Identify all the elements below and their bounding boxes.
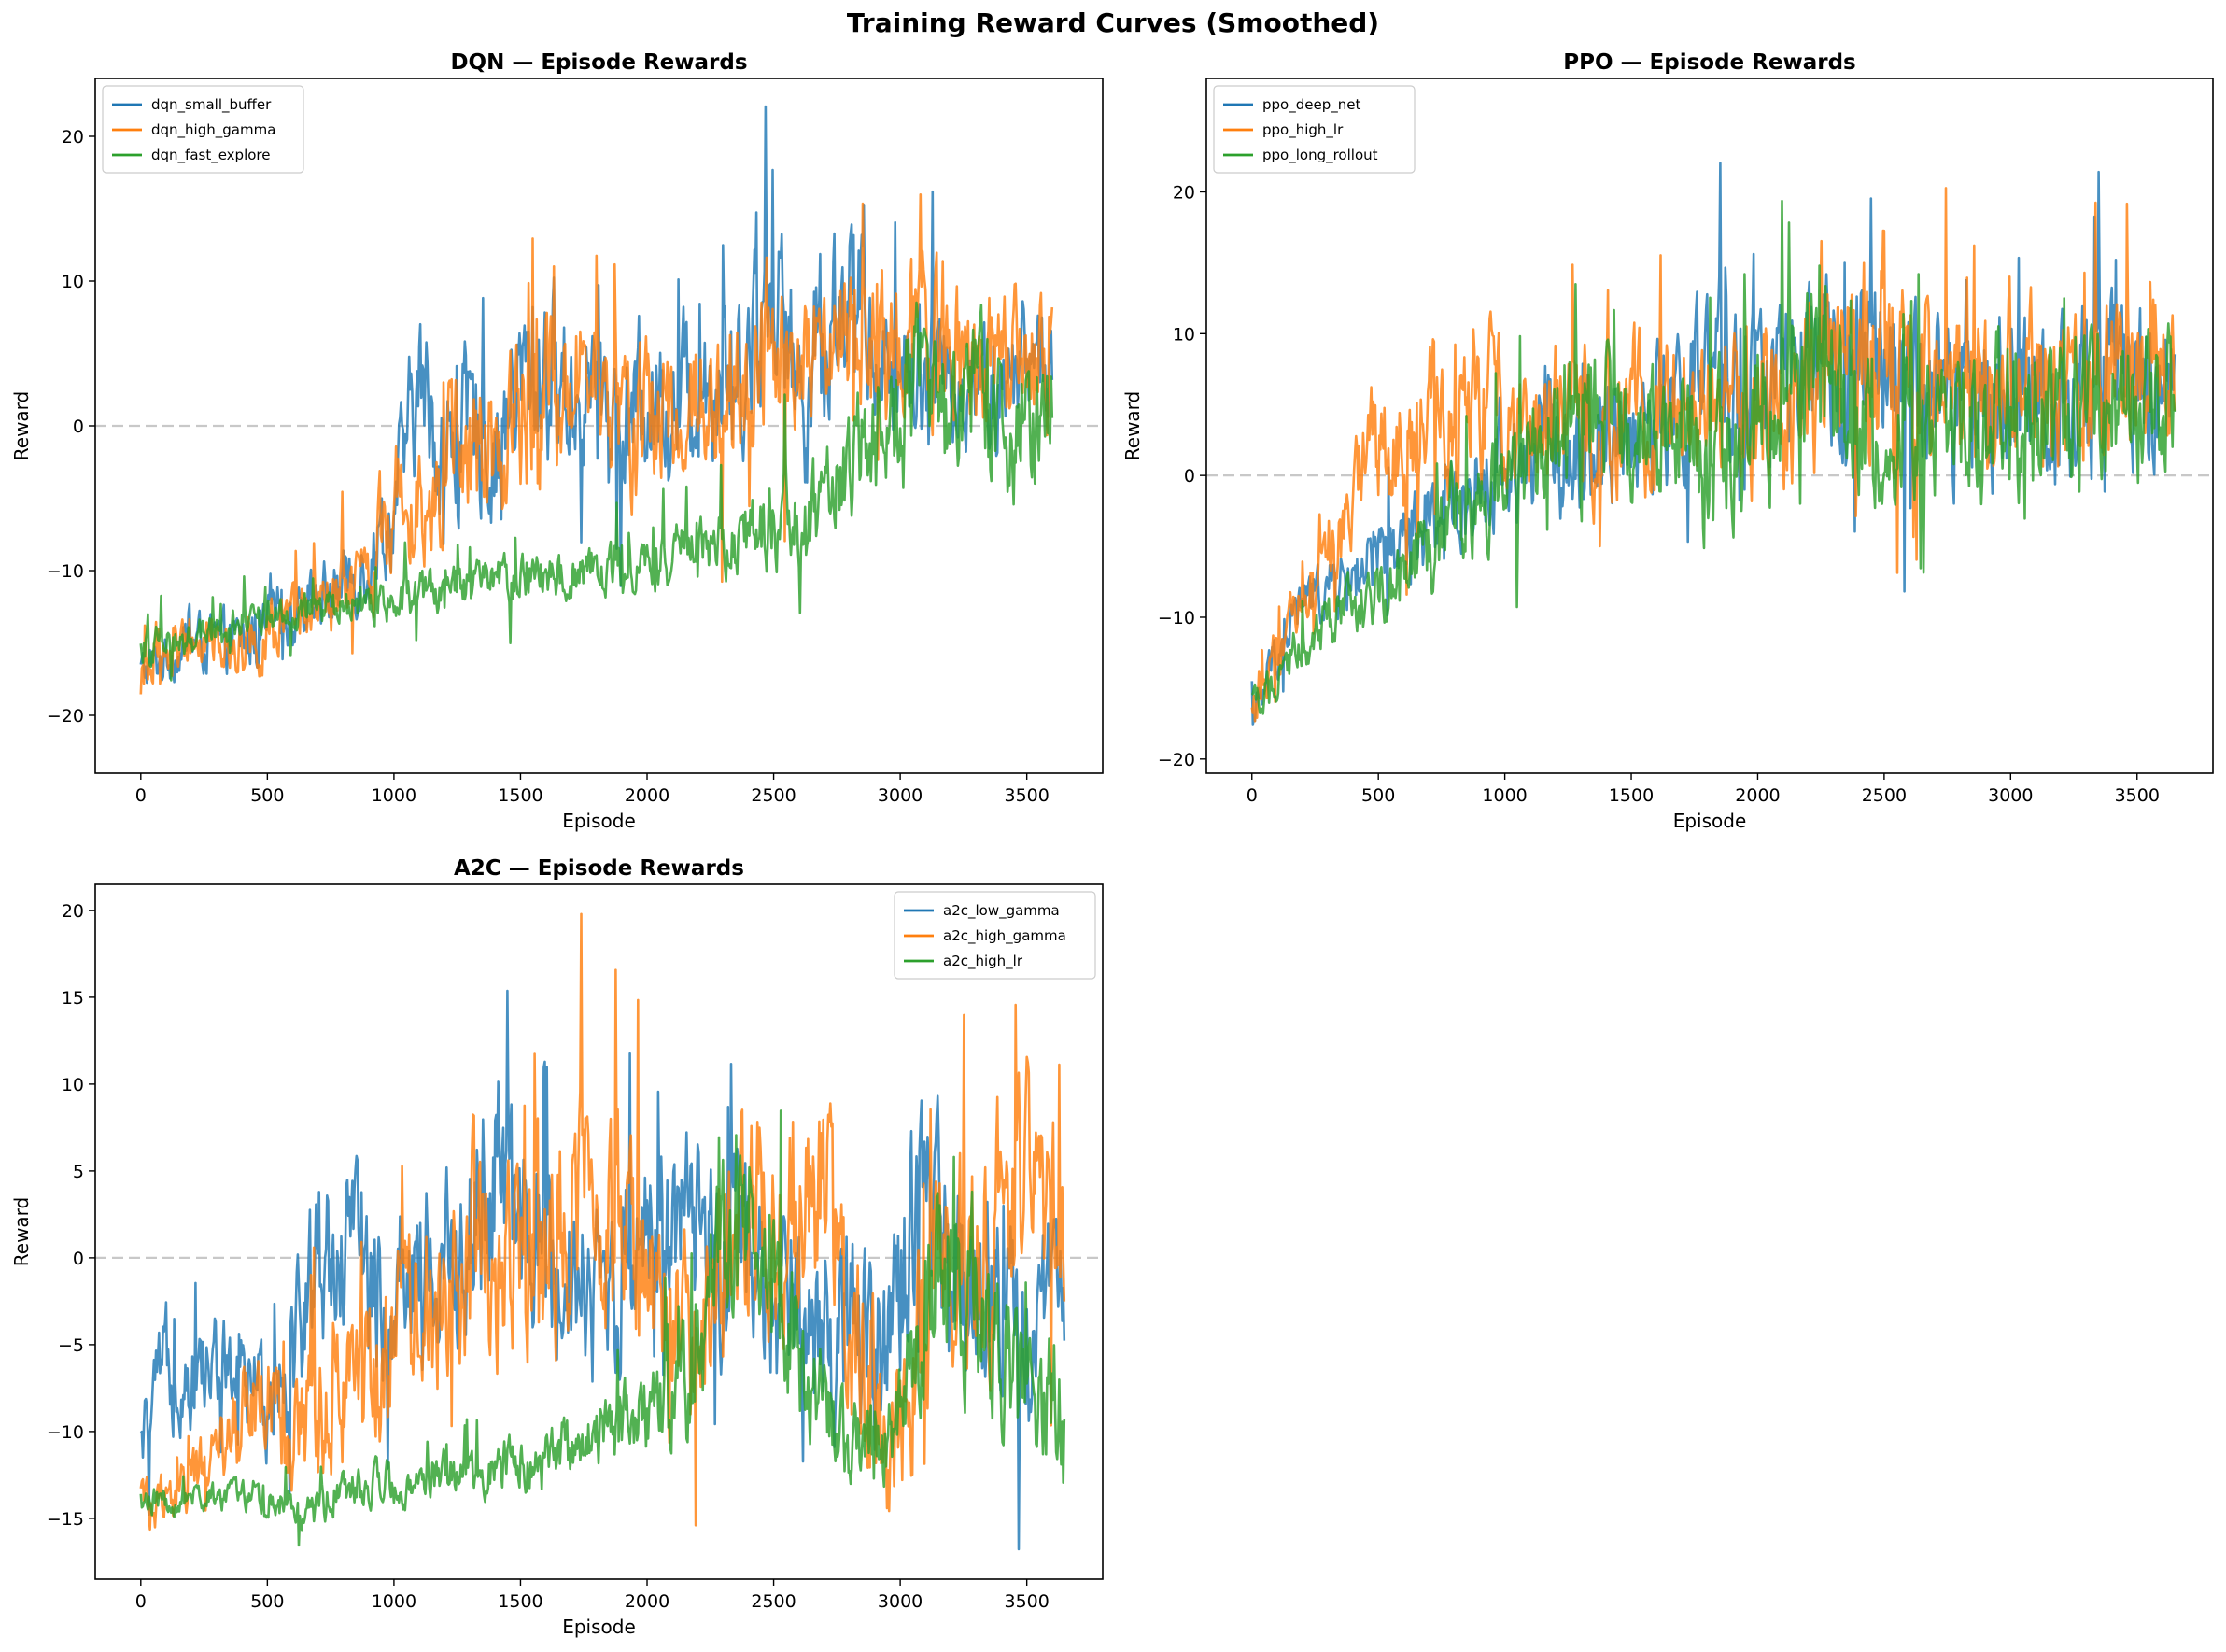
- y-tick-label: 20: [62, 127, 84, 148]
- x-tick-label: 0: [135, 1591, 147, 1612]
- legend-box: [894, 891, 1096, 980]
- y-axis-label: Reward: [10, 391, 33, 460]
- y-tick-label: −15: [47, 1509, 84, 1530]
- x-tick-label: 0: [1247, 785, 1258, 806]
- x-tick-label: 1000: [372, 1591, 416, 1612]
- x-tick-label: 1500: [498, 785, 542, 806]
- legend: dqn_small_buffer dqn_high_gamma dqn_fast_e…: [102, 85, 304, 174]
- x-tick-label: 2000: [625, 785, 669, 806]
- x-tick-label: 3500: [2115, 785, 2160, 806]
- y-tick-label: 20: [62, 901, 84, 922]
- x-tick-label: 0: [135, 785, 147, 806]
- series-line-ppo_long_rollout: [1250, 199, 2177, 715]
- x-tick-label: 1500: [498, 1591, 542, 1612]
- y-tick-label: −20: [47, 706, 84, 727]
- x-axis-label: Episode: [562, 810, 636, 832]
- legend-label: dqn_small_buffer: [151, 96, 272, 114]
- y-tick-label: 0: [73, 417, 84, 437]
- x-tick-label: 2000: [625, 1591, 669, 1612]
- x-tick-label: 1500: [1609, 785, 1654, 806]
- x-tick-label: 2500: [1862, 785, 1907, 806]
- panel-1: 0 500 1000 1500 2000 2500 3000 3500 −20 −10 0 10 20 D…: [10, 50, 1104, 832]
- series-line-a2c_high_lr: [139, 1109, 1066, 1547]
- axes-frame: [1205, 78, 2214, 774]
- x-tick-label: 3000: [878, 1591, 923, 1612]
- y-tick-label: −5: [58, 1335, 84, 1356]
- legend: ppo_deep_net ppo_high_lr ppo_long_rollout: [1213, 85, 1416, 174]
- panel-title: DQN — Episode Rewards: [450, 50, 747, 75]
- x-tick-label: 500: [1361, 785, 1395, 806]
- y-tick-label: 5: [73, 1162, 84, 1182]
- x-tick-label: 3000: [1988, 785, 2033, 806]
- y-axis-label: Reward: [10, 1197, 33, 1266]
- x-tick-label: 3500: [1004, 785, 1049, 806]
- y-tick-label: 10: [1173, 324, 1195, 345]
- x-tick-label: 2000: [1735, 785, 1780, 806]
- legend-box: [1213, 85, 1416, 174]
- x-tick-label: 1000: [1482, 785, 1527, 806]
- panel-title: PPO — Episode Rewards: [1563, 50, 1855, 75]
- legend-label: a2c_low_gamma: [943, 902, 1060, 920]
- panel-3: 0 500 1000 1500 2000 2500 3000 3500 −15 −10 −5 0 5 10…: [10, 856, 1104, 1638]
- x-tick-label: 1000: [372, 785, 416, 806]
- x-tick-label: 3000: [878, 785, 923, 806]
- legend-label: ppo_long_rollout: [1262, 147, 1378, 164]
- x-tick-label: 2500: [751, 785, 796, 806]
- figure-title: Training Reward Curves (Smoothed): [846, 7, 1380, 38]
- legend-label: dqn_fast_explore: [151, 147, 271, 164]
- legend-label: ppo_deep_net: [1262, 96, 1360, 114]
- panel-title: A2C — Episode Rewards: [454, 856, 744, 881]
- y-axis-label: Reward: [1121, 391, 1144, 460]
- y-tick-label: 0: [1184, 466, 1195, 487]
- y-tick-label: 15: [62, 988, 84, 1009]
- series-line-a2c_low_gamma: [139, 989, 1066, 1551]
- legend: a2c_low_gamma a2c_high_gamma a2c_high_lr: [894, 891, 1096, 980]
- series-line-a2c_high_gamma: [139, 912, 1066, 1532]
- y-tick-label: −10: [47, 1422, 84, 1443]
- x-tick-label: 500: [250, 785, 284, 806]
- y-tick-label: −10: [47, 561, 84, 582]
- x-tick-label: 500: [250, 1591, 284, 1612]
- legend-label: dqn_high_gamma: [151, 121, 275, 139]
- series-line-dqn_fast_explore: [139, 301, 1054, 682]
- x-tick-label: 3500: [1004, 1591, 1049, 1612]
- y-tick-label: −10: [1158, 608, 1195, 628]
- series-line-dqn_high_gamma: [139, 193, 1054, 695]
- legend-box: [102, 85, 304, 174]
- axes-frame: [94, 883, 1104, 1580]
- y-tick-label: 20: [1173, 182, 1195, 203]
- y-tick-label: 10: [62, 272, 84, 292]
- series-line-ppo_high_lr: [1250, 187, 2177, 723]
- legend-label: a2c_high_lr: [943, 953, 1023, 970]
- x-tick-label: 2500: [751, 1591, 796, 1612]
- y-tick-label: 10: [62, 1075, 84, 1095]
- y-tick-label: −20: [1158, 750, 1195, 770]
- panel-2: 0 500 1000 1500 2000 2500 3000 3500 −20 −10 0 10 20 P…: [1121, 50, 2214, 832]
- y-tick-label: 0: [73, 1249, 84, 1269]
- legend-label: a2c_high_gamma: [943, 927, 1066, 945]
- legend-label: ppo_high_lr: [1262, 121, 1344, 139]
- x-axis-label: Episode: [562, 1616, 636, 1638]
- x-axis-label: Episode: [1673, 810, 1747, 832]
